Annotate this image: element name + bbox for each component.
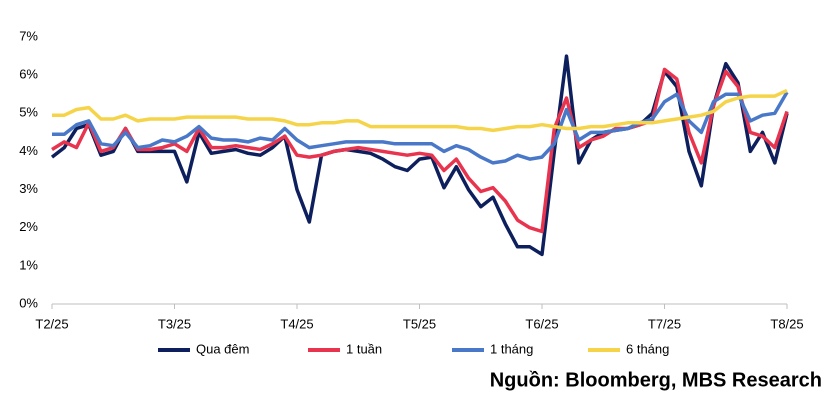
y-tick-label: 1% — [19, 257, 38, 272]
series-line — [51, 67, 789, 234]
x-tick-label: T7/25 — [648, 316, 681, 331]
y-tick-label: 3% — [19, 181, 38, 196]
y-tick-label: 7% — [19, 28, 38, 43]
source: Nguồn: Bloomberg, MBS Research — [490, 369, 822, 391]
legend-label: Qua đêm — [196, 341, 249, 356]
y-tick-label: 2% — [19, 219, 38, 234]
y-tick-label: 0% — [19, 295, 38, 310]
x-tick-label: T4/25 — [280, 316, 313, 331]
x-tick-label: T2/25 — [35, 316, 68, 331]
x-tick-label: T5/25 — [403, 316, 436, 331]
y-tick-label: 5% — [19, 105, 38, 120]
y-tick-label: 4% — [19, 143, 38, 158]
x-tick-label: T8/25 — [770, 316, 803, 331]
series-line — [52, 91, 789, 165]
x-tick-label: T6/25 — [525, 316, 558, 331]
legend-label: 6 tháng — [626, 341, 669, 356]
legend-label: 1 tháng — [490, 341, 533, 356]
y-tick-label: 6% — [19, 67, 38, 82]
legend-label: 1 tuần — [346, 341, 382, 356]
x-tick-label: T3/25 — [158, 316, 191, 331]
series-line — [52, 88, 788, 133]
